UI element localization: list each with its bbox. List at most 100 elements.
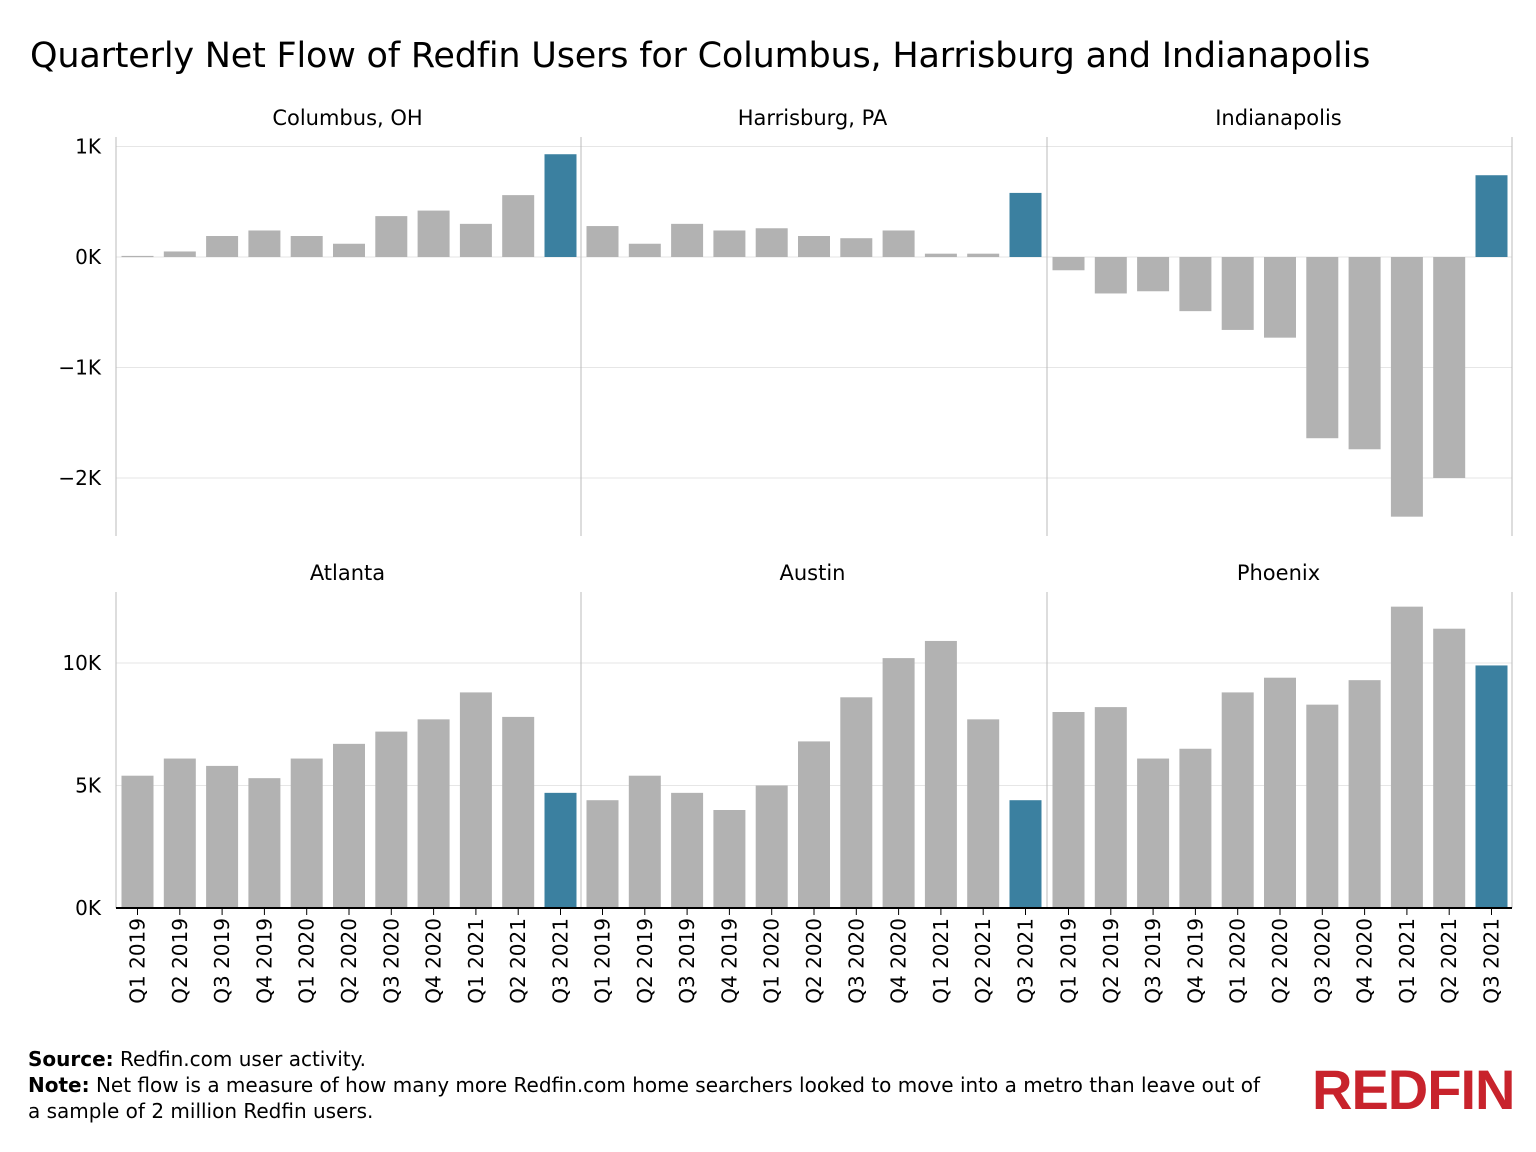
bar xyxy=(1179,257,1212,312)
bar xyxy=(1390,606,1423,908)
x-tick-label: Q2 2019 xyxy=(1099,918,1123,1004)
bar xyxy=(121,255,154,258)
bar xyxy=(459,223,492,257)
bar xyxy=(1009,800,1042,908)
bar xyxy=(882,658,915,908)
x-tick-label: Q3 2019 xyxy=(210,918,234,1004)
x-tick-label: Q4 2020 xyxy=(887,918,911,1004)
x-tick-label: Q1 2019 xyxy=(1057,918,1081,1004)
bar xyxy=(1433,257,1466,478)
bar xyxy=(1094,707,1127,908)
bar xyxy=(1221,257,1254,330)
x-tick-label: Q3 2021 xyxy=(1480,918,1504,1004)
bar xyxy=(1306,704,1339,908)
bar xyxy=(502,195,535,257)
bar xyxy=(206,236,239,257)
bar xyxy=(586,226,619,257)
panel-title: Austin xyxy=(780,561,846,585)
x-tick-label: Q1 2020 xyxy=(760,918,784,1004)
y-tick-label: −2K xyxy=(58,466,101,490)
x-tick-label: Q4 2020 xyxy=(1353,918,1377,1004)
bar xyxy=(1009,192,1042,257)
bar xyxy=(248,230,281,257)
bar xyxy=(840,238,873,257)
x-tick-label: Q2 2020 xyxy=(1268,918,1292,1004)
x-tick-label: Q2 2021 xyxy=(971,918,995,1004)
bar xyxy=(1433,628,1466,908)
bar xyxy=(248,778,281,908)
bar xyxy=(1052,257,1085,271)
bar xyxy=(713,230,746,257)
x-tick-label: Q2 2019 xyxy=(168,918,192,1004)
x-tick-label: Q2 2021 xyxy=(506,918,530,1004)
bar xyxy=(290,758,323,908)
x-tick-label: Q2 2019 xyxy=(633,918,657,1004)
panel-title: Columbus, OH xyxy=(272,106,422,130)
y-tick-label: −1K xyxy=(58,356,101,380)
x-tick-label: Q4 2020 xyxy=(422,918,446,1004)
bar xyxy=(1137,257,1170,292)
y-tick-label: 1K xyxy=(75,135,102,159)
y-tick-label: 0K xyxy=(75,245,102,269)
x-tick-label: Q3 2019 xyxy=(1141,918,1165,1004)
panel-title: Indianapolis xyxy=(1215,106,1342,130)
bar xyxy=(628,775,661,908)
panel-title: Atlanta xyxy=(310,561,385,585)
chart-footer: Source: Redfin.com user activity. Note: … xyxy=(28,1046,1278,1124)
x-tick-label: Q3 2021 xyxy=(549,918,573,1004)
bar xyxy=(163,251,196,257)
bar xyxy=(1475,665,1508,908)
bar xyxy=(755,228,788,257)
x-tick-label: Q1 2020 xyxy=(1226,918,1250,1004)
y-tick-label: 0K xyxy=(75,896,102,920)
x-tick-label: Q3 2020 xyxy=(1310,918,1334,1004)
bar xyxy=(755,785,788,908)
bar xyxy=(1137,758,1170,908)
x-tick-label: Q3 2020 xyxy=(379,918,403,1004)
source-line: Source: Redfin.com user activity. xyxy=(28,1046,1278,1072)
x-tick-label: Q1 2021 xyxy=(464,918,488,1004)
bar xyxy=(798,741,830,908)
bar xyxy=(417,210,450,257)
bar xyxy=(163,758,196,908)
x-tick-label: Q3 2021 xyxy=(1014,918,1038,1004)
bar xyxy=(375,216,408,257)
bar xyxy=(459,692,492,908)
bar xyxy=(924,253,957,257)
source-text: Redfin.com user activity. xyxy=(120,1047,366,1071)
panel-title: Harrisburg, PA xyxy=(738,106,888,130)
x-tick-label: Q1 2021 xyxy=(1395,918,1419,1004)
bar xyxy=(967,719,1000,908)
bar xyxy=(671,792,704,908)
bar xyxy=(967,253,1000,257)
bar xyxy=(333,243,365,257)
bar xyxy=(333,743,365,908)
y-tick-label: 5K xyxy=(75,774,102,798)
x-tick-label: Q1 2019 xyxy=(126,918,150,1004)
bar xyxy=(1264,257,1296,338)
note-line: Note: Net flow is a measure of how many … xyxy=(28,1072,1278,1124)
redfin-logo: REDFIN xyxy=(1312,1058,1515,1121)
bar xyxy=(1264,677,1296,908)
bar xyxy=(417,719,450,908)
bar xyxy=(121,775,154,908)
x-tick-label: Q4 2019 xyxy=(1183,918,1207,1004)
bar xyxy=(1348,680,1381,908)
x-tick-label: Q1 2020 xyxy=(295,918,319,1004)
bar xyxy=(713,810,746,908)
y-tick-label: 10K xyxy=(62,651,101,675)
bar xyxy=(544,792,577,908)
bar xyxy=(840,697,873,908)
bar xyxy=(1348,257,1381,450)
bar xyxy=(1221,692,1254,908)
panel-title: Phoenix xyxy=(1237,561,1320,585)
x-tick-label: Q1 2019 xyxy=(591,918,615,1004)
x-tick-label: Q1 2021 xyxy=(929,918,953,1004)
bar xyxy=(628,243,661,257)
x-tick-label: Q3 2019 xyxy=(675,918,699,1004)
bar xyxy=(544,154,577,257)
bar xyxy=(924,640,957,908)
bar xyxy=(1094,257,1127,294)
x-tick-label: Q2 2020 xyxy=(802,918,826,1004)
chart-title: Quarterly Net Flow of Redfin Users for C… xyxy=(30,36,1371,76)
